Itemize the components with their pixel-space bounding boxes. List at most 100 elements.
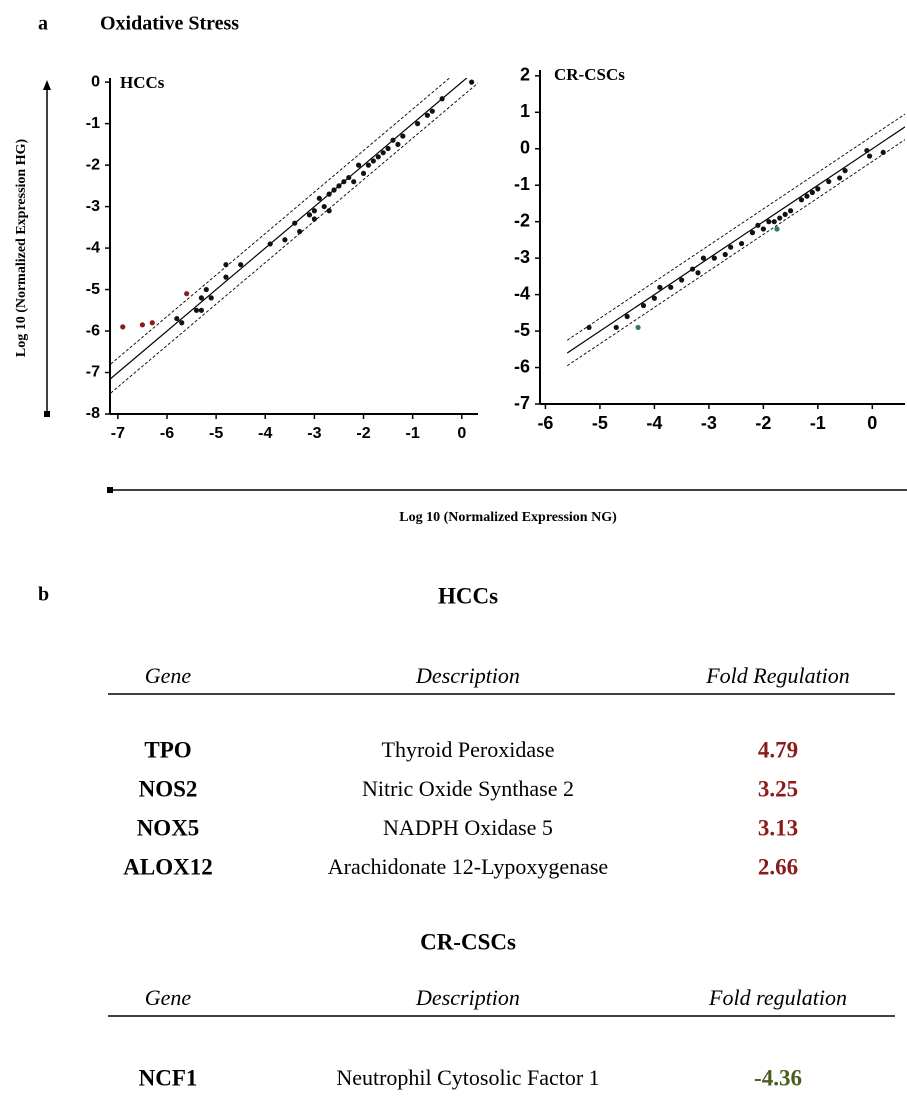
data-point [351,179,357,185]
x-tick-label: -1 [810,413,826,433]
data-point [722,251,728,258]
panel-label: a [38,13,48,35]
data-point [689,266,696,272]
y-tick-label: -5 [86,281,100,298]
plot-area [110,78,478,395]
data-point [380,150,386,156]
data-point [866,153,873,159]
arrow-tail [107,487,113,493]
data-point [139,322,146,328]
data-point [586,324,592,331]
reference-line [566,126,905,354]
data-point [292,220,298,226]
x-axis-label: Log 10 (Normalized Expression NG) [399,510,617,525]
panel-label: b [38,584,49,606]
data-point [787,208,794,214]
reference-line [566,113,905,341]
x-tick-label: -4 [646,413,662,433]
data-point [651,295,658,301]
data-point [766,219,772,225]
x-tick-label: 0 [867,413,877,433]
gene-name: NOX5 [137,815,200,840]
gene-name: NOS2 [139,776,198,801]
data-point [316,195,322,201]
data-point [267,241,273,247]
data-point [198,307,204,313]
data-point [679,277,685,283]
data-point [760,226,766,232]
x-tick-label: -4 [258,425,272,442]
data-point [390,137,396,143]
data-point [826,178,832,185]
plot-area [566,113,905,367]
table-header: Fold regulation [708,985,847,1010]
data-point [360,170,367,177]
data-point [346,174,352,181]
data-point [385,145,391,152]
data-point [238,262,244,268]
y-tick-label: -1 [514,174,530,194]
data-point [613,324,619,331]
data-point [837,175,843,181]
y-tick-label: -1 [86,115,100,132]
gene-description: Nitric Oxide Synthase 2 [362,776,574,801]
gene-description: Neutrophil Cytosolic Factor 1 [336,1065,599,1090]
fold-value: 3.13 [758,815,798,840]
data-point [400,133,406,139]
fold-value: 2.66 [758,854,798,879]
data-point [429,108,435,114]
reference-line [110,82,478,395]
data-point [738,240,745,247]
fold-value: 4.79 [758,737,798,762]
data-point [395,141,401,147]
data-point [640,302,647,309]
data-point [193,307,200,313]
y-axis-label: Log 10 (Normalized Expression HG) [14,139,29,358]
data-point [657,284,663,290]
data-point [424,112,430,118]
y-tick-label: -3 [514,247,530,267]
data-point [749,230,756,236]
data-point [635,324,641,331]
data-point [700,255,707,261]
x-tick-label: -7 [111,425,125,442]
data-point [341,179,347,185]
data-point [311,216,317,222]
arrow-head [43,80,51,90]
chart-title: CR-CSCs [554,65,625,84]
data-point [179,320,185,326]
data-point [203,286,209,293]
y-tick-label: -6 [514,356,530,376]
x-tick-label: -1 [406,425,420,442]
data-point [880,149,886,156]
x-tick-label: -6 [160,425,174,442]
data-point [414,121,421,127]
y-tick-label: -4 [514,283,530,303]
data-point [223,274,229,280]
y-tick-label: -2 [86,156,100,173]
data-point [356,162,362,168]
y-tick-label: -2 [514,210,530,230]
reference-line [110,78,451,366]
data-point [728,244,734,250]
data-point [439,96,445,102]
data-point [815,186,821,192]
data-point [282,237,288,243]
table-header: Description [415,985,520,1010]
data-point [326,208,332,214]
data-point [223,262,229,268]
x-tick-label: -2 [755,413,771,433]
table-header: Description [415,663,520,688]
gene-description: Thyroid Peroxidase [382,737,555,762]
y-tick-label: -7 [86,364,100,381]
chart-title: HCCs [120,73,165,92]
y-tick-label: -8 [86,405,100,422]
data-point [375,154,381,160]
x-tick-label: -3 [307,425,321,442]
data-point [365,162,372,168]
gene-description: NADPH Oxidase 5 [383,815,553,840]
y-tick-label: 1 [520,101,530,121]
y-tick-label: -7 [514,393,530,413]
data-point [297,228,303,235]
x-tick-label: 0 [457,425,466,442]
